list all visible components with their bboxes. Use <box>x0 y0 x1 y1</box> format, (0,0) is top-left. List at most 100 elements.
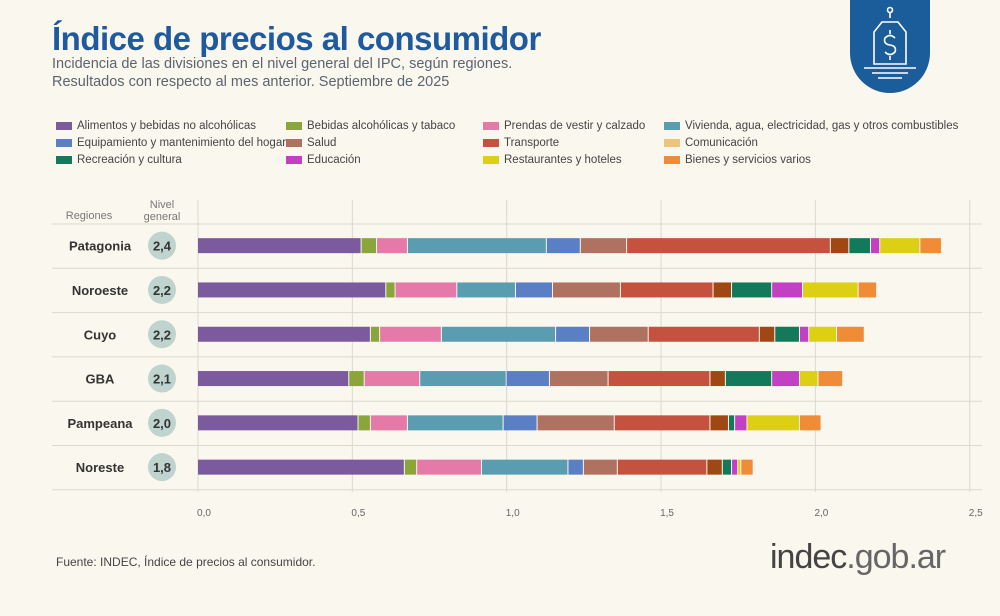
bar-segment <box>614 415 710 431</box>
brand-domain: .gob.ar <box>846 538 946 576</box>
legend-item: Restaurantes y hoteles <box>483 154 622 166</box>
bar-segment <box>556 326 590 342</box>
bar-segment <box>710 415 728 431</box>
brand-main: indec <box>770 538 847 576</box>
legend-item: Equipamiento y mantenimiento del hogar <box>56 137 286 149</box>
regions-header: Regiones <box>66 210 113 222</box>
bar-segment <box>735 415 747 431</box>
bar-segment <box>361 238 377 254</box>
bar-segment <box>799 326 809 342</box>
legend-label: Salud <box>307 137 337 149</box>
bar-segment <box>198 238 361 254</box>
legend-item: Salud <box>286 137 336 149</box>
bar-segment <box>583 459 617 475</box>
price-tag-dollar-icon <box>850 0 930 93</box>
legend-swatch <box>664 139 680 147</box>
legend-swatch <box>286 156 302 164</box>
bar-segment <box>741 459 753 475</box>
legend-swatch <box>286 122 302 130</box>
legend-label: Recreación y cultura <box>77 154 182 166</box>
x-tick-label: 2,0 <box>814 508 828 519</box>
bar-segment <box>772 371 799 387</box>
legend-swatch <box>483 122 499 130</box>
bar-segment <box>809 326 837 342</box>
legend-swatch <box>483 139 499 147</box>
bar-segment <box>198 415 358 431</box>
x-tick-label: 2,5 <box>969 508 983 519</box>
bar-segment <box>707 459 722 475</box>
legend-label: Transporte <box>504 137 560 149</box>
region-label: Patagonia <box>69 239 132 254</box>
level-value: 2,2 <box>153 283 171 298</box>
legend-item: Comunicación <box>664 137 758 149</box>
page-title: Índice de precios al consumidor <box>52 20 541 57</box>
bar-segment <box>870 238 880 254</box>
level-badge <box>148 320 176 349</box>
level-badge <box>148 364 176 393</box>
bar-segment <box>407 238 546 254</box>
bar-segment <box>818 371 843 387</box>
bar-segment <box>404 459 417 475</box>
subtitle-period: Resultados con respecto al mes anterior.… <box>52 74 450 90</box>
bar-segment <box>515 282 553 298</box>
level-badge <box>148 408 176 437</box>
legend-label: Restaurantes y hoteles <box>504 154 622 166</box>
legend-label: Equipamiento y mantenimiento del hogar <box>77 137 287 149</box>
bar-segment <box>738 459 741 475</box>
bar-segment <box>608 371 710 387</box>
bar-segment <box>803 282 858 298</box>
bar-segment <box>198 326 370 342</box>
bar-segment <box>617 459 707 475</box>
x-tick-label: 1,0 <box>506 508 520 519</box>
x-tick-label: 0,0 <box>197 508 211 519</box>
level-value: 2,1 <box>153 372 171 387</box>
legend-item: Alimentos y bebidas no alcohólicas <box>56 120 256 132</box>
level-header: Nivel <box>150 199 174 211</box>
x-tick-label: 1,5 <box>660 508 674 519</box>
bar-segment <box>568 459 583 475</box>
legend-item: Bienes y servicios varios <box>664 154 811 166</box>
region-label: GBA <box>86 372 116 387</box>
bar-segment <box>722 459 732 475</box>
bar-segment <box>420 371 506 387</box>
bar-segment <box>198 371 349 387</box>
legend-label: Prendas de vestir y calzado <box>504 120 646 132</box>
bar-segment <box>364 371 420 387</box>
bar-segment <box>549 371 608 387</box>
bar-segment <box>417 459 482 475</box>
bar-segment <box>725 371 772 387</box>
bar-segment <box>648 326 759 342</box>
bar-segment <box>198 282 386 298</box>
legend-item: Vivienda, agua, electricidad, gas y otro… <box>664 120 958 132</box>
bar-segment <box>395 282 457 298</box>
legend-label: Comunicación <box>685 137 758 149</box>
bar-segment <box>503 415 537 431</box>
legend-label: Bienes y servicios varios <box>685 154 811 166</box>
region-label: Noreste <box>76 460 124 475</box>
legend-swatch <box>483 156 499 164</box>
bar-segment <box>553 282 620 298</box>
bar-segment <box>799 371 818 387</box>
level-header: general <box>144 211 181 223</box>
bar-segment <box>620 282 713 298</box>
bar-segment <box>349 371 364 387</box>
level-value: 1,8 <box>153 460 171 475</box>
bar-segment <box>920 238 941 254</box>
bar-segment <box>732 282 772 298</box>
level-value: 2,0 <box>153 416 171 431</box>
bar-segment <box>799 415 821 431</box>
legend-label: Vivienda, agua, electricidad, gas y otro… <box>685 120 959 132</box>
legend-swatch <box>56 139 72 147</box>
legend-swatch <box>664 122 680 130</box>
bar-segment <box>858 282 877 298</box>
bar-segment <box>759 326 775 342</box>
level-badge <box>148 231 176 260</box>
bar-segment <box>370 415 407 431</box>
bar-segment <box>880 238 920 254</box>
source-note: Fuente: INDEC, Índice de precios al cons… <box>56 555 316 569</box>
bar-segment <box>198 459 404 475</box>
legend-item: Recreación y cultura <box>56 154 182 166</box>
x-tick-label: 0,5 <box>351 508 365 519</box>
legend-swatch <box>56 156 72 164</box>
